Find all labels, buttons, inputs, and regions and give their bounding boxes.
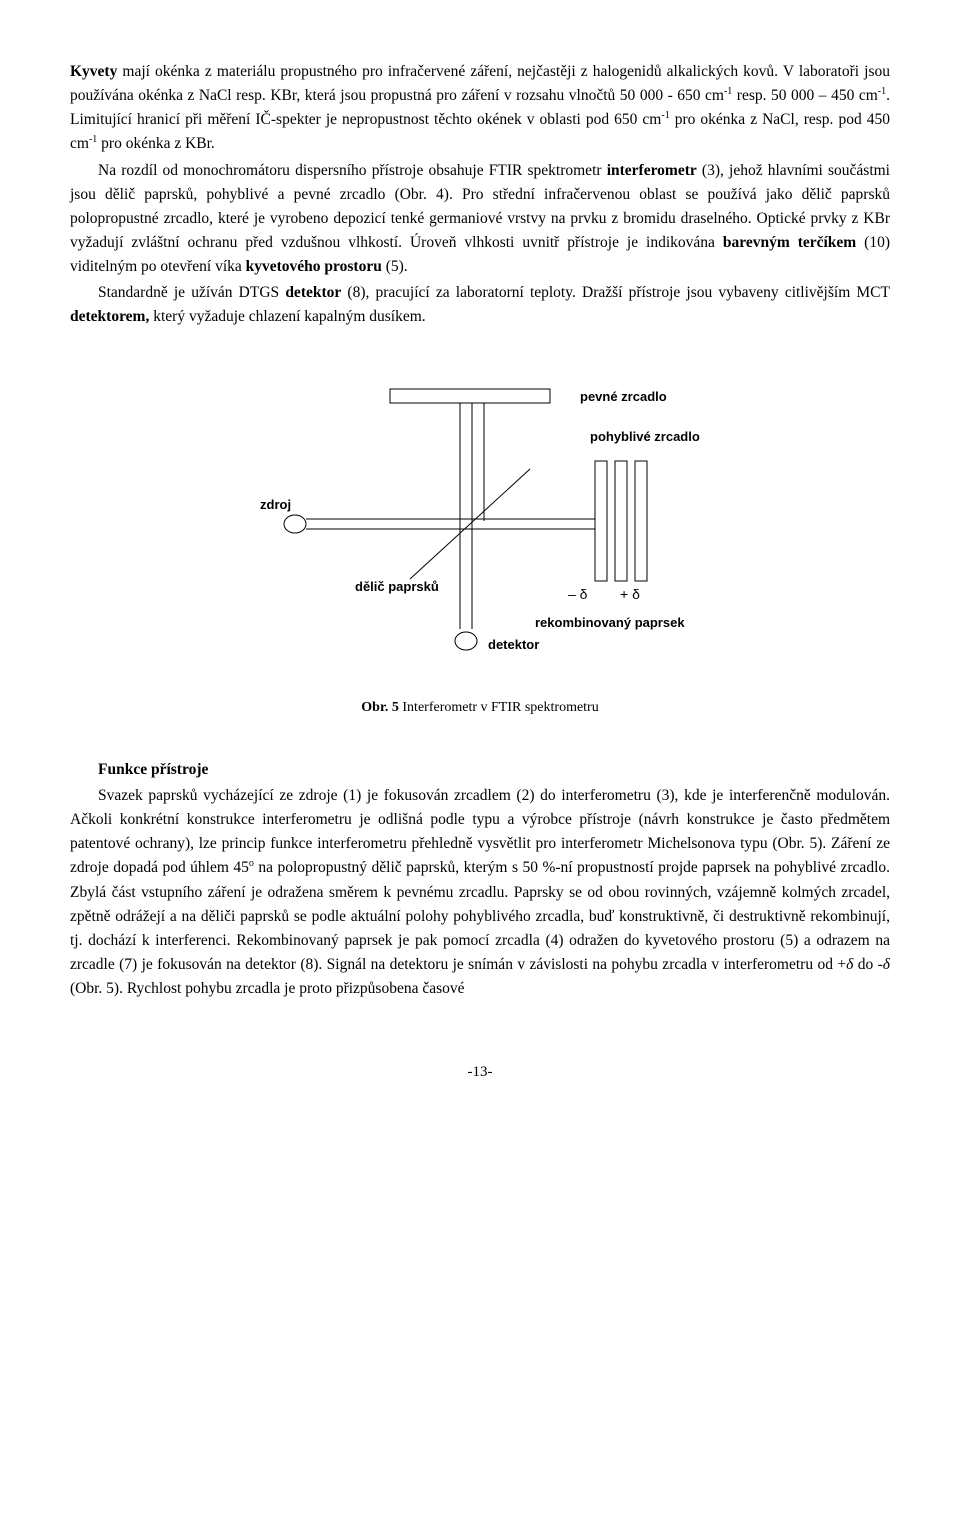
figcap-bold: Obr. 5 (361, 700, 402, 715)
p3-a: Standardně je užíván DTGS (98, 284, 285, 301)
detektor-bold-1: detektor (285, 284, 341, 301)
p4-e: δ (883, 956, 890, 973)
sup-3: -1 (661, 110, 669, 121)
section-heading-funkce: Funkce přístroje (70, 758, 890, 782)
p4-d: do - (853, 956, 882, 973)
figcap-text: Interferometr v FTIR spektrometru (402, 700, 598, 715)
p3-e: který vyžaduje chlazení kapalným dusíkem… (149, 308, 425, 325)
kyvet-prostor-bold: kyvetového prostoru (246, 258, 382, 275)
kyvety-bold: Kyvety (70, 63, 117, 80)
detektorem-bold: detektorem, (70, 308, 149, 325)
interferometer-diagram: pevné zrcadlo pohyblivé zrcadlo zdroj dě… (70, 369, 890, 669)
sup-2: -1 (878, 86, 886, 97)
terccik-bold: barevným terčíkem (723, 234, 856, 251)
page-number: -13- (70, 1061, 890, 1084)
p2-a: Na rozdíl od monochromátoru dispersního … (98, 162, 607, 179)
label-pevne-zrcadlo: pevné zrcadlo (580, 389, 667, 404)
p3-c: (8), pracující za laboratorní teploty. D… (341, 284, 890, 301)
label-minus-delta: – δ (568, 586, 588, 602)
paragraph-1: Kyvety mají okénka z materiálu propustné… (70, 60, 890, 157)
paragraph-3: Standardně je užíván DTGS detektor (8), … (70, 281, 890, 329)
interferometr-bold: interferometr (607, 162, 697, 179)
label-detektor: detektor (488, 637, 539, 652)
label-plus-delta: + δ (620, 586, 640, 602)
figure-caption: Obr. 5 Interferometr v FTIR spektrometru (70, 697, 890, 719)
paragraph-4: Svazek paprsků vycházející ze zdroje (1)… (70, 784, 890, 1000)
p1-text-c: resp. 50 000 – 450 cm (732, 87, 877, 104)
p1-text-f: pro okénka z KBr. (97, 136, 215, 153)
label-zdroj: zdroj (260, 497, 291, 512)
paragraph-2: Na rozdíl od monochromátoru dispersního … (70, 159, 890, 279)
p4-f: (Obr. 5). Rychlost pohybu zrcadla je pro… (70, 980, 465, 997)
label-pohyblive-zrcadlo: pohyblivé zrcadlo (590, 429, 700, 444)
p2-g: (5). (382, 258, 408, 275)
label-delic-paprsku: dělič paprsků (355, 579, 439, 594)
label-rekombinovany: rekombinovaný paprsek (535, 615, 685, 630)
